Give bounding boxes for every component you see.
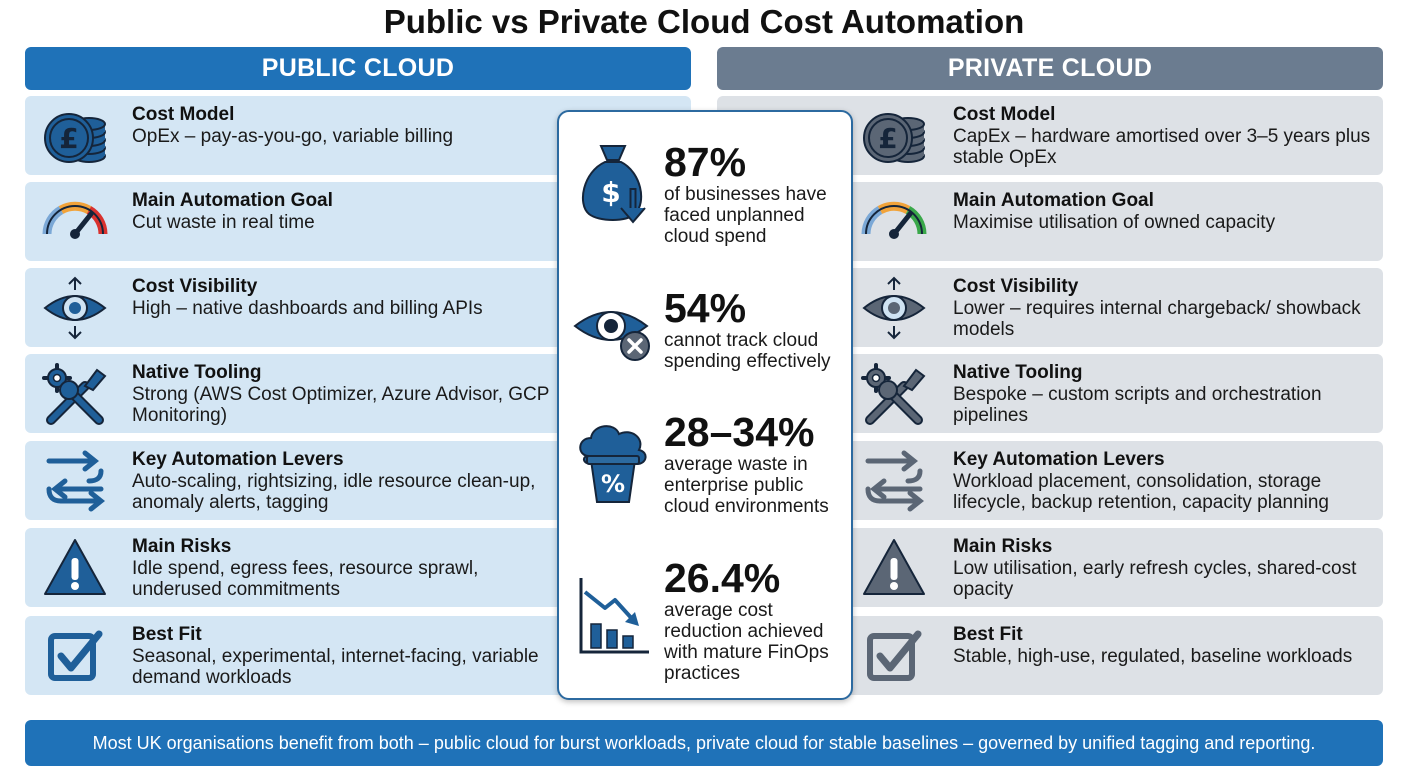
row-description: OpEx – pay-as-you-go, variable billing [132,126,454,147]
row-label: Main Risks [132,536,232,557]
row-label: Main Automation Goal [953,190,1154,211]
checkbox-icon [860,624,928,688]
row-label: Native Tooling [953,362,1083,383]
eye-icon [41,276,109,340]
svg-text:$: $ [601,176,620,209]
row-description: Strong (AWS Cost Optimizer, Azure Adviso… [132,384,550,426]
row-description: Low utilisation, early refresh cycles, s… [953,558,1357,600]
stat-description: average cost reduction achieved with mat… [664,600,829,684]
row-description: Cut waste in real time [132,212,315,233]
row-label: Cost Model [132,104,235,125]
stat-description: cannot track cloud spending effectively [664,330,831,372]
row-description: Bespoke – custom scripts and orchestrati… [953,384,1322,426]
svg-text:%: % [601,470,625,498]
stat-description: of businesses have faced unplanned cloud… [664,184,827,247]
row-description: Workload placement, consolidation, stora… [953,471,1330,513]
row-description: Maximise utilisation of owned capacity [953,212,1276,233]
public-cloud-header: PUBLIC CLOUD [25,47,691,90]
row-label: Native Tooling [132,362,262,383]
eye-icon [860,276,928,340]
tools-icon [41,362,109,426]
pound-coins-icon [860,104,928,168]
row-description: Auto-scaling, rightsizing, idle resource… [132,471,536,513]
row-label: Main Automation Goal [132,190,333,211]
gauge-icon [41,190,109,254]
row-description: High – native dashboards and billing API… [132,298,483,319]
warning-icon [41,536,109,600]
tools-icon [860,362,928,426]
row-description: CapEx – hardware amortised over 3–5 year… [953,126,1371,168]
eye-crossed-icon [573,290,653,374]
row-label: Best Fit [132,624,202,645]
stat-value: 26.4% [664,555,781,601]
private-cloud-header: PRIVATE CLOUD [717,47,1383,90]
row-label: Cost Visibility [132,276,258,297]
footer-banner: Most UK organisations benefit from both … [25,720,1383,766]
row-description: Idle spend, egress fees, resource sprawl… [132,558,479,600]
gauge-icon [860,190,928,254]
page-title: Public vs Private Cloud Cost Automation [383,3,1025,40]
row-description: Seasonal, experimental, internet-facing,… [132,646,539,688]
arrows-exchange-icon [860,449,928,513]
checkbox-icon [41,624,109,688]
row-label: Best Fit [953,624,1023,645]
warning-icon [860,536,928,600]
stat-value: 87% [664,139,747,185]
stat-description: average waste in enterprise public cloud… [664,454,829,517]
arrows-exchange-icon [41,449,109,513]
statistics-card: $ 87% of businesses have faced unplanned… [557,110,853,700]
cloud-bin-percent-icon: % [573,420,653,504]
row-label: Cost Model [953,104,1056,125]
row-description: Stable, high-use, regulated, baseline wo… [953,646,1353,667]
row-label: Cost Visibility [953,276,1079,297]
stat-value: 54% [664,285,747,331]
stat-value: 28–34% [664,409,815,455]
row-label: Main Risks [953,536,1053,557]
row-label: Key Automation Levers [132,449,344,470]
money-bag-down-icon: $ [573,140,653,224]
row-description: Lower – requires internal chargeback/ sh… [953,298,1361,340]
declining-chart-icon [573,574,653,658]
pound-coins-icon [41,104,109,168]
row-label: Key Automation Levers [953,449,1165,470]
